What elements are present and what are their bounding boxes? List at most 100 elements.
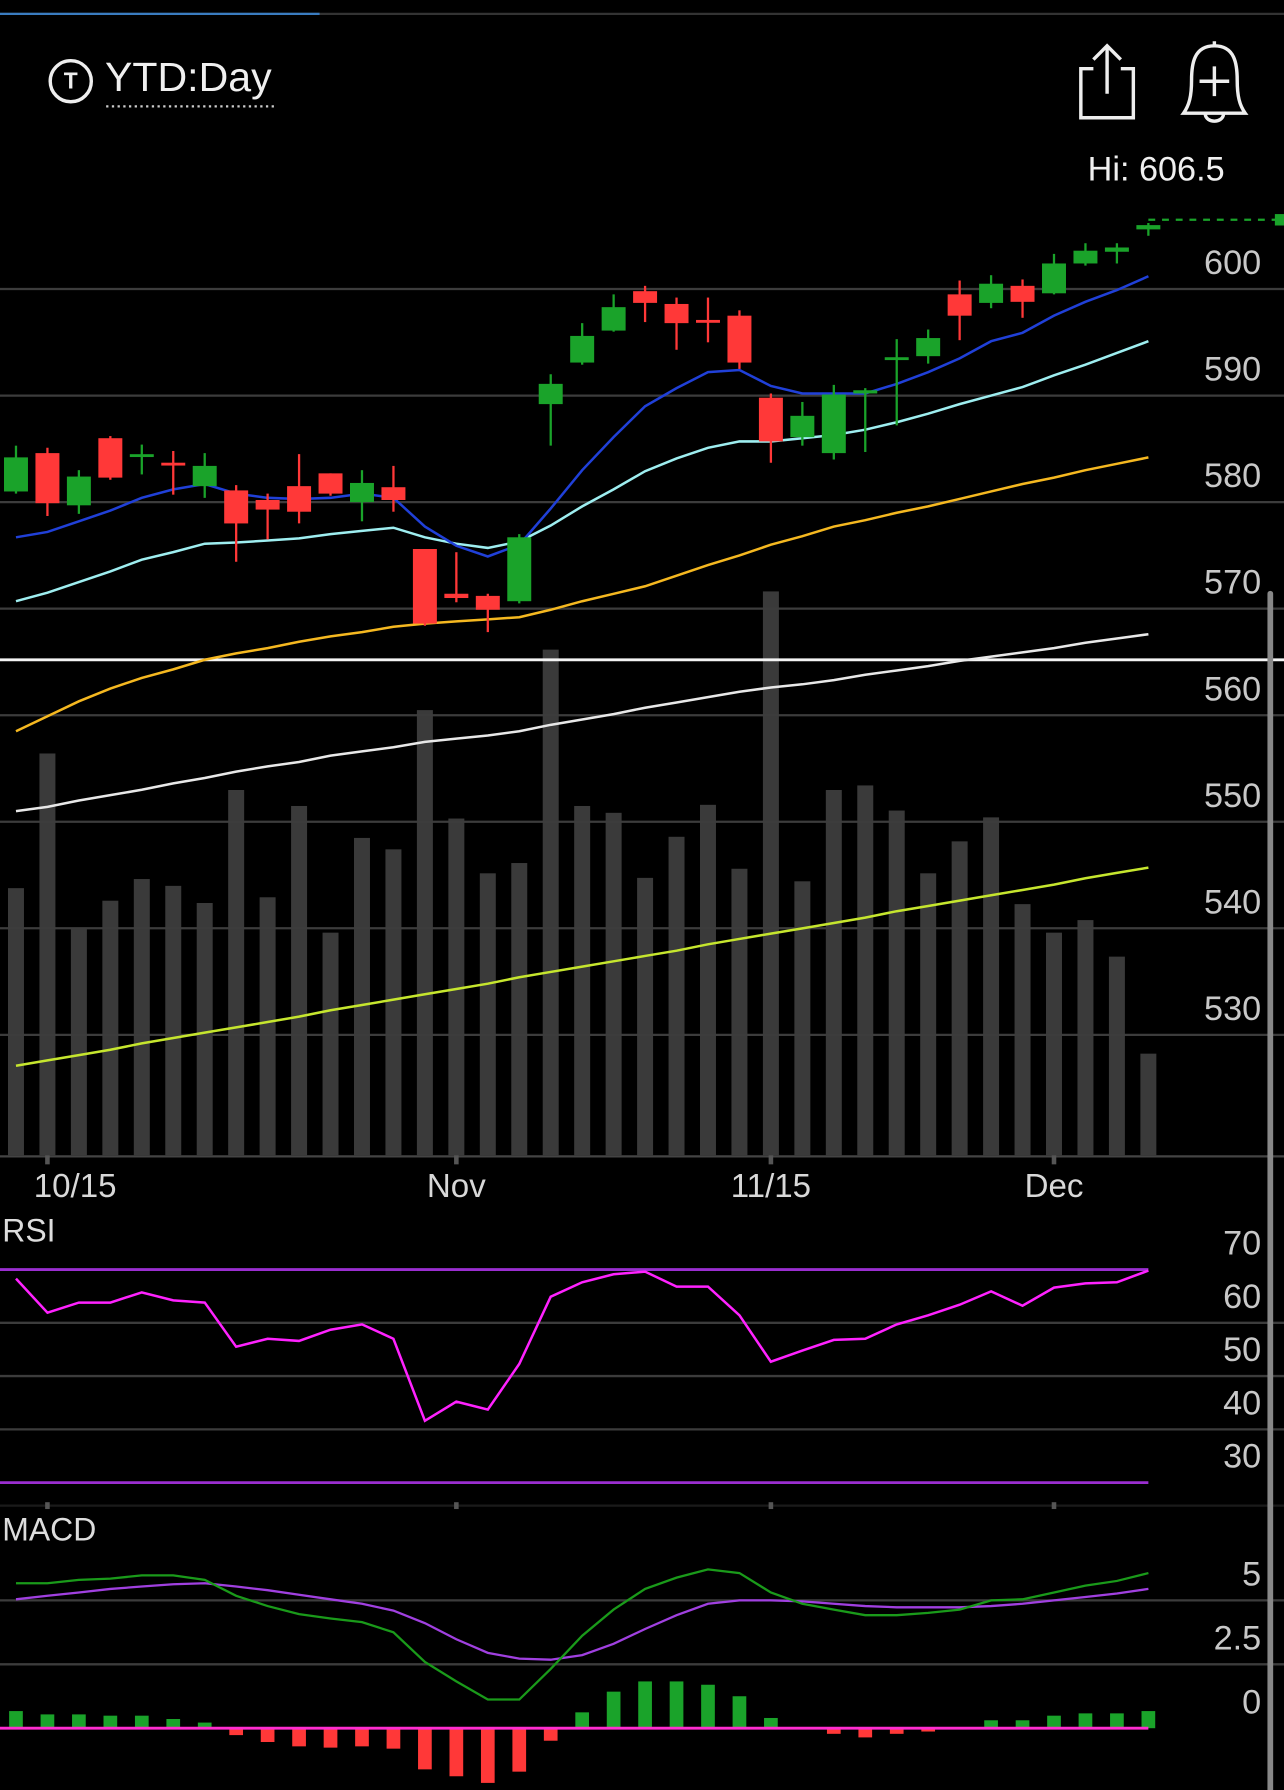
range-icon [48,58,94,104]
candle-body [916,338,941,357]
y-tick-label: 50 [1223,1331,1261,1369]
volume-bar [1077,920,1094,1156]
volume-bar [291,805,308,1156]
candle-body [350,482,374,503]
share-box [1079,66,1136,120]
volume-bar [1014,904,1031,1156]
candle [412,549,437,626]
volume-bar [102,900,119,1156]
volume-bar [825,789,842,1156]
candle-body [633,291,658,303]
volume-bar [574,805,591,1156]
macd-title: MACD [2,1511,96,1547]
volume-bar [888,810,905,1156]
histogram-bar [826,1728,841,1734]
volume-bar [133,879,150,1156]
candle-body [66,476,91,506]
volume-bar [228,789,245,1156]
candle-body [758,397,783,442]
candle [821,384,846,460]
histogram-bar [1078,1713,1093,1729]
candle-body [412,549,437,624]
histogram-bar [889,1728,904,1734]
candle [381,465,406,512]
histogram-bar [575,1712,590,1729]
candle [758,393,783,463]
bell-plus [1199,41,1230,123]
candle-body [790,415,815,438]
high-label: Hi: 606.5 [1088,150,1225,188]
candle [601,294,626,332]
volume-bar [605,812,622,1156]
y-tick-label: 550 [1204,777,1261,815]
share-button[interactable] [1079,43,1136,120]
volume-bar [511,863,528,1156]
volume-bar [416,710,433,1156]
x-tick-label: 11/15 [731,1168,811,1205]
candle [916,329,941,364]
candle-body [129,454,154,458]
histogram-bar [638,1681,652,1729]
candle-body [727,315,752,363]
y-tick-label: 2.5 [1214,1619,1262,1657]
histogram-bar [764,1717,778,1729]
candle-body [853,390,878,394]
candle [853,388,878,453]
candle [727,310,752,369]
volume-bar [1108,956,1125,1156]
histogram-bar [1110,1713,1124,1729]
histogram-bar [606,1691,621,1729]
volume-bar [322,932,339,1156]
y-tick-label: 540 [1204,883,1261,921]
x-tick-label: Nov [427,1168,486,1205]
candle [98,436,123,480]
moving-average [15,456,1149,733]
candle [287,454,312,524]
volume-bar [668,836,685,1156]
candle-body [224,490,249,524]
histogram-bar [1141,1711,1156,1729]
macd-line [15,1568,1149,1701]
candle-body [947,294,972,316]
y-tick-label: 530 [1204,990,1261,1028]
y-tick-label: 590 [1204,351,1261,389]
histogram-bar [669,1681,684,1729]
range-icon-letter: T [64,67,78,93]
volume-bar [542,649,559,1156]
histogram-bar [984,1720,998,1729]
candle-body [35,453,60,504]
volume-bar [353,837,370,1156]
candle-body [979,283,1004,303]
bell [1180,44,1249,115]
histogram-bar [355,1728,369,1747]
rsi-title: RSI [2,1212,55,1248]
candle [790,401,815,446]
range-selector[interactable]: T YTD:Day [48,54,274,108]
y-tick-label: 30 [1223,1438,1261,1476]
volume-bar [385,849,402,1156]
volume-bar [731,868,748,1156]
volume-bar [39,753,56,1156]
volume-bar [920,873,937,1156]
candle [161,450,186,495]
candle-body [98,438,123,478]
candle [1073,243,1098,266]
moving-average [15,275,1149,558]
y-tick-label: 5 [1242,1555,1261,1593]
alert-button[interactable] [1180,41,1249,123]
volume-bar [165,885,182,1156]
histogram-bar [323,1728,338,1748]
volume-bar [1046,932,1062,1156]
y-tick-label: 570 [1204,564,1261,602]
y-tick-label: 560 [1204,670,1261,708]
volume-bar [259,897,276,1156]
volume-bar [762,591,779,1156]
volume-bar [196,902,213,1156]
candle [224,485,249,562]
candle [696,297,720,343]
candle-body [255,499,280,510]
volume-bar [857,785,874,1156]
volume-bar [794,881,811,1156]
candle [570,323,595,365]
